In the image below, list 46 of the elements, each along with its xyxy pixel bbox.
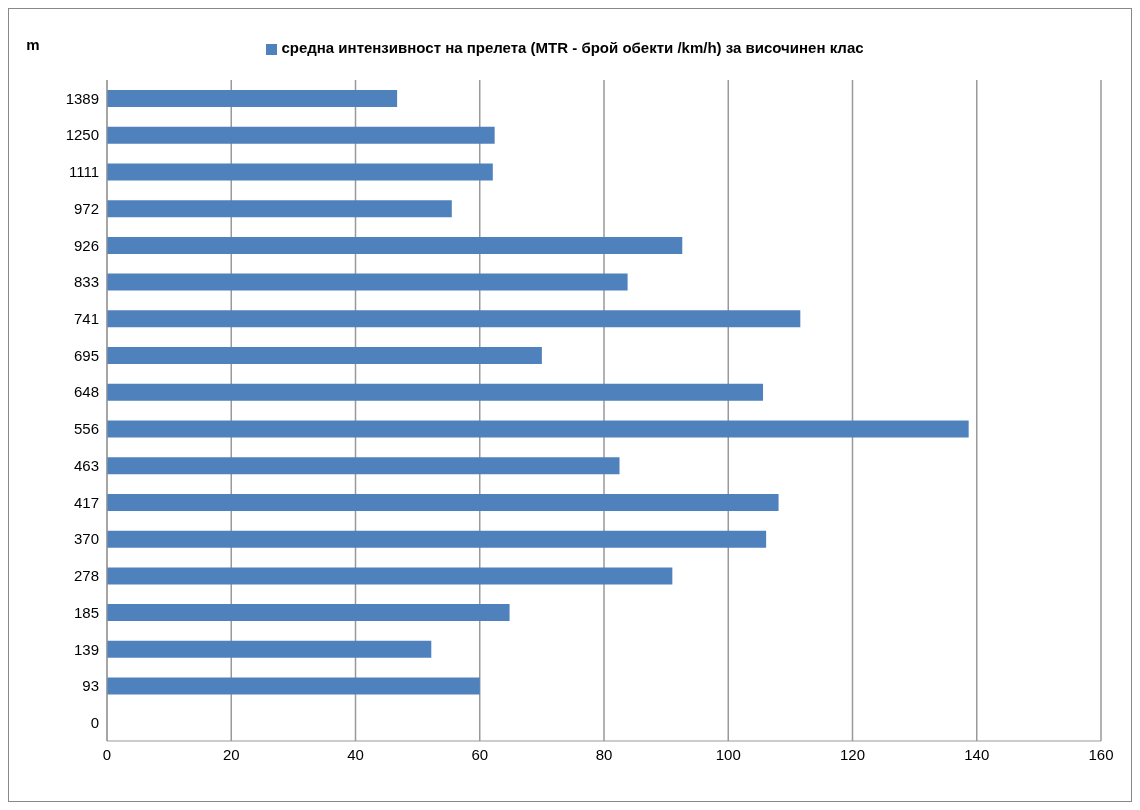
x-tick-label: 0 — [102, 745, 112, 763]
legend-label: средна интензивност на прелета (MTR - брой обекти /km/h) за височинен клас — [281, 39, 864, 56]
bar — [107, 604, 510, 622]
y-axis-title: m — [26, 36, 40, 53]
bar — [107, 640, 432, 658]
bar — [107, 493, 779, 511]
y-tick-label: 556 — [73, 420, 99, 438]
y-tick-label: 463 — [73, 456, 99, 474]
bar — [107, 457, 620, 475]
x-tick-label: 40 — [347, 745, 364, 763]
x-tick-label: 60 — [471, 745, 489, 763]
bar — [107, 347, 542, 365]
bar — [107, 126, 495, 144]
bar — [107, 273, 628, 291]
y-tick-label: 741 — [73, 310, 99, 328]
x-tick-label: 140 — [964, 745, 990, 763]
bar — [107, 236, 683, 254]
bar — [107, 567, 673, 585]
y-tick-label: 1389 — [65, 89, 99, 107]
y-tick-label: 648 — [73, 383, 99, 401]
bar — [107, 90, 398, 107]
y-tick-label: 1111 — [68, 163, 99, 181]
bar — [107, 163, 493, 181]
y-tick-label: 139 — [73, 640, 99, 658]
bar — [107, 383, 764, 401]
x-tick-label: 120 — [839, 745, 866, 763]
bar — [107, 420, 969, 438]
y-tick-label: 278 — [73, 567, 99, 585]
x-tick-label: 20 — [222, 745, 240, 763]
y-tick-label: 417 — [73, 493, 99, 511]
y-tick-label: 833 — [73, 273, 99, 291]
y-tick-label: 93 — [82, 677, 99, 695]
y-tick-label: 0 — [90, 713, 99, 731]
bar — [107, 677, 480, 695]
bar — [107, 200, 452, 218]
y-tick-label: 185 — [73, 603, 99, 621]
bar — [107, 530, 767, 548]
y-tick-label: 370 — [73, 530, 99, 548]
x-tick-label: 80 — [595, 745, 613, 763]
y-tick-label: 972 — [73, 199, 99, 217]
y-tick-label: 695 — [73, 346, 99, 364]
y-tick-label: 1250 — [65, 126, 99, 144]
x-tick-label: 160 — [1088, 745, 1114, 763]
y-tick-label: 926 — [73, 236, 99, 254]
bar — [107, 310, 801, 328]
x-tick-label: 100 — [715, 745, 741, 763]
